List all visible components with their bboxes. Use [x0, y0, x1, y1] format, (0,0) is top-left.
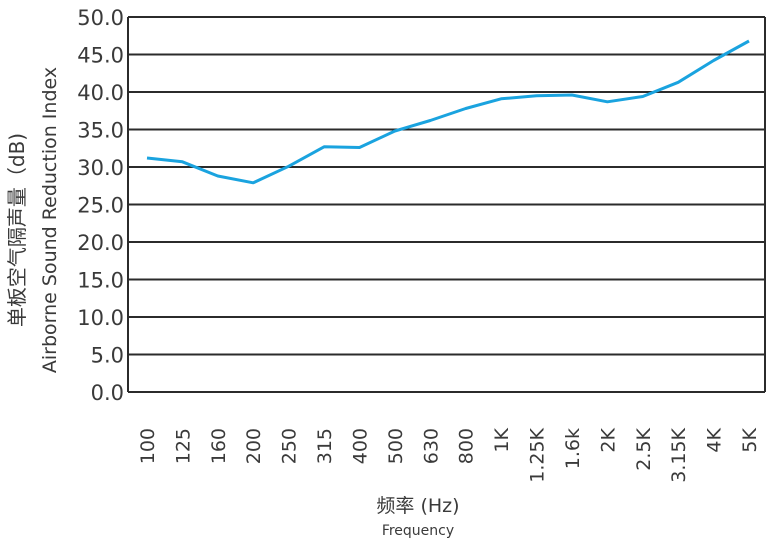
y-tick-label: 30.0	[77, 156, 124, 180]
x-tick-labels: 100 125 160 200 250 315 400 500 630 800 1K 1.25K 1.6…	[137, 427, 761, 482]
x-tick-label: 3.15K	[668, 427, 690, 482]
x-tick-label: 315	[314, 428, 336, 464]
y-tick-label: 0.0	[91, 381, 124, 405]
gridlines	[127, 16, 766, 393]
y-tick-label: 15.0	[77, 269, 124, 293]
y-tick-label: 5.0	[91, 344, 124, 368]
y-tick-labels: 0.0 5.0 10.0 15.0 20.0 25.0 30.0 35.0 40.0 45.0 50…	[77, 6, 124, 405]
y-tick-label: 35.0	[77, 119, 124, 143]
x-tick-label: 160	[208, 428, 230, 464]
x-tick-label: 2.5K	[633, 427, 655, 470]
x-axis-label-cn: 频率 (Hz)	[376, 495, 459, 517]
x-tick-label: 5K	[739, 427, 761, 452]
x-tick-label: 100	[137, 428, 159, 464]
y-axis-label-en: Airborne Sound Reduction Index	[39, 67, 61, 373]
x-tick-label: 1.25K	[527, 427, 549, 482]
series-group	[146, 39, 750, 185]
y-tick-label: 45.0	[77, 44, 124, 68]
x-tick-label: 200	[243, 428, 265, 464]
x-tick-label: 400	[349, 428, 371, 464]
x-tick-label: 1.6k	[562, 428, 584, 469]
x-tick-label: 800	[456, 428, 478, 464]
x-tick-label: 630	[420, 428, 442, 464]
x-tick-label: 1K	[491, 427, 513, 452]
x-tick-label: 250	[279, 428, 301, 464]
y-tick-label: 25.0	[77, 194, 124, 218]
x-tick-label: 4K	[704, 427, 726, 452]
x-axis-label-en: Frequency	[382, 523, 454, 539]
y-tick-label: 40.0	[77, 81, 124, 105]
x-tick-label: 500	[385, 428, 407, 464]
x-tick-label: 2K	[597, 427, 619, 452]
y-tick-label: 10.0	[77, 306, 124, 330]
series-line	[146, 39, 750, 185]
x-tick-label: 125	[172, 428, 194, 464]
y-tick-label: 50.0	[77, 6, 124, 30]
y-axis-label-cn: 单板空气隔声量（dB)	[5, 133, 29, 327]
y-tick-label: 20.0	[77, 231, 124, 255]
